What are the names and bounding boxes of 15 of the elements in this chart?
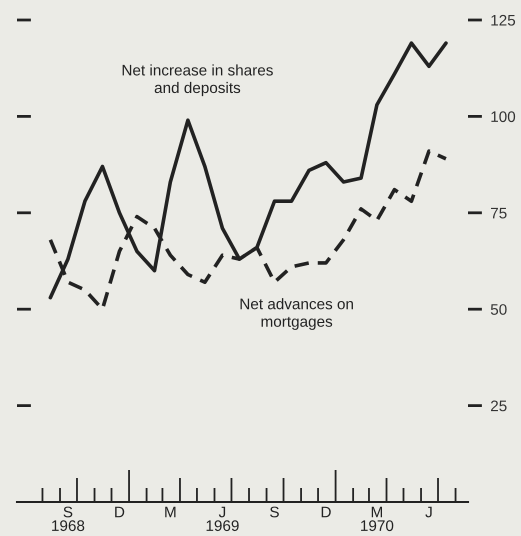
y-tick-label: 125 <box>491 14 516 26</box>
x-tick-label: D <box>322 506 331 518</box>
x-tick-label: S <box>270 506 279 518</box>
x-tick-label: M <box>165 506 176 518</box>
y-tick-label: 50 <box>490 304 507 315</box>
x-tick-label: M 1970 <box>361 506 394 532</box>
x-tick-label: J <box>425 506 432 518</box>
x-tick-label: S 1968 <box>52 506 84 532</box>
text: Net increase in shares and deposits <box>122 64 273 96</box>
text: Net advances on mortgages <box>240 298 353 330</box>
y-tick-label: 75 <box>491 208 507 218</box>
y-tick-label: 100 <box>491 111 516 122</box>
y-tick-label: 25 <box>490 400 507 412</box>
x-tick-label: D <box>115 506 124 518</box>
x-tick-label: J 1969 <box>206 506 239 532</box>
